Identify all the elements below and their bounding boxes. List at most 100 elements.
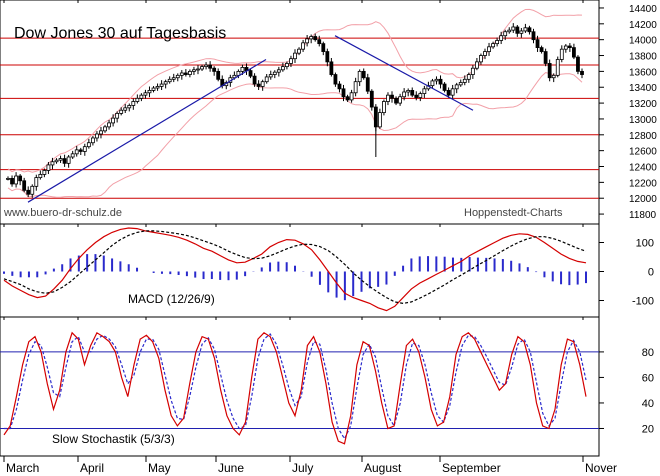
price-y-tick-label: 12000	[629, 194, 657, 205]
candle-body	[503, 31, 508, 37]
candle-body	[22, 180, 27, 191]
price-y-tick-label: 14200	[629, 20, 657, 31]
candle-body	[365, 77, 370, 92]
month-label: May	[148, 461, 171, 475]
candle-body	[446, 90, 451, 96]
price-panel: 11800 12000 12200 12400 12600 12800 13000 13200…	[0, 4, 657, 221]
candle-body	[107, 122, 111, 128]
stochastic-panel: 20 40 60 80	[0, 331, 654, 445]
stochastic-title: Slow Stochastik (5/3/3)	[52, 432, 175, 446]
stochastic-y-tick-label: 20	[642, 423, 654, 435]
candle-body	[293, 52, 297, 60]
candle-body	[337, 83, 342, 90]
candle-body	[123, 107, 128, 111]
candle-body	[438, 78, 443, 85]
candle-body	[216, 70, 221, 80]
price-y-tick-label: 11800	[629, 210, 657, 221]
candle-body	[398, 96, 402, 104]
candle-body	[305, 38, 310, 44]
macd-title: MACD (12/26/9)	[128, 292, 215, 306]
candle-body	[119, 109, 124, 114]
source-left: www.buero-dr-schulz.de	[3, 207, 122, 219]
price-y-tick-label: 13600	[629, 67, 657, 78]
candle-body	[555, 59, 560, 76]
candle-body	[159, 83, 164, 87]
candle-body	[515, 26, 520, 34]
candle-body	[147, 90, 152, 94]
candle-body	[208, 64, 213, 69]
candle-body	[313, 36, 318, 41]
candle-body	[414, 94, 419, 98]
candle-body	[260, 81, 265, 87]
price-y-tick-label: 12600	[629, 147, 657, 158]
candle-body	[212, 67, 217, 72]
price-y-tick-label: 13800	[629, 52, 657, 63]
candle-body	[487, 46, 491, 52]
candle-body	[479, 55, 483, 63]
candle-body	[175, 74, 180, 79]
candle-body	[377, 112, 382, 128]
stochastic-y-tick-label: 40	[642, 398, 654, 410]
candle-body	[333, 74, 338, 85]
candle-body	[539, 47, 544, 52]
candle-body	[345, 96, 350, 101]
candle-body	[511, 26, 516, 31]
candle-body	[103, 126, 107, 132]
candle-body	[285, 63, 289, 68]
candle-body	[135, 97, 140, 102]
candle-body	[50, 161, 55, 166]
price-y-tick-label: 13400	[629, 83, 657, 94]
candle-body	[483, 51, 487, 56]
candle-body	[99, 130, 103, 135]
candle-body	[240, 67, 245, 72]
candle-body	[325, 51, 330, 63]
candle-body	[204, 64, 208, 68]
candle-body	[297, 48, 301, 54]
price-y-tick-label: 13000	[629, 115, 657, 126]
candle-body	[10, 177, 14, 185]
candle-body	[434, 78, 439, 82]
candle-body	[475, 61, 479, 69]
candle-body	[171, 77, 176, 80]
candle-body	[256, 83, 261, 87]
candle-body	[402, 91, 407, 98]
macd-y-tick-label: 0	[648, 267, 654, 279]
candle-body	[34, 177, 39, 187]
candle-body	[276, 69, 281, 73]
candle-body	[115, 112, 120, 119]
downtrend-line	[334, 35, 474, 111]
candle-body	[192, 69, 196, 72]
candle-body	[462, 78, 467, 83]
price-y-tick-label: 14000	[629, 36, 657, 47]
candle-body	[163, 81, 168, 85]
candle-body	[82, 146, 87, 152]
candle-body	[470, 67, 475, 75]
candle-body	[95, 133, 99, 139]
candle-body	[491, 43, 495, 48]
candle-body	[580, 70, 584, 75]
candle-body	[54, 159, 59, 163]
candle-body	[386, 94, 390, 102]
candle-body	[466, 74, 471, 80]
candle-body	[458, 82, 463, 86]
stochastic-y-tick-label: 60	[642, 372, 654, 384]
candle-body	[551, 74, 556, 79]
candle-body	[349, 92, 354, 101]
candle-body	[321, 43, 326, 52]
candle-body	[406, 90, 411, 93]
uptrend-line	[27, 58, 267, 203]
candle-body	[341, 88, 346, 98]
stochastic-d-line	[4, 333, 587, 440]
price-y-tick-label: 13200	[629, 99, 657, 110]
price-y-tick-label: 12800	[629, 131, 657, 142]
candle-body	[139, 94, 144, 99]
candle-body	[454, 84, 459, 90]
candle-body	[309, 36, 314, 40]
price-y-tick-label: 12200	[629, 178, 657, 189]
candle-body	[26, 189, 31, 195]
candle-body	[18, 175, 23, 182]
candle-body	[38, 174, 43, 179]
candle-body	[531, 31, 536, 41]
candle-body	[58, 158, 63, 161]
macd-panel: -100 0 100	[3, 227, 654, 312]
